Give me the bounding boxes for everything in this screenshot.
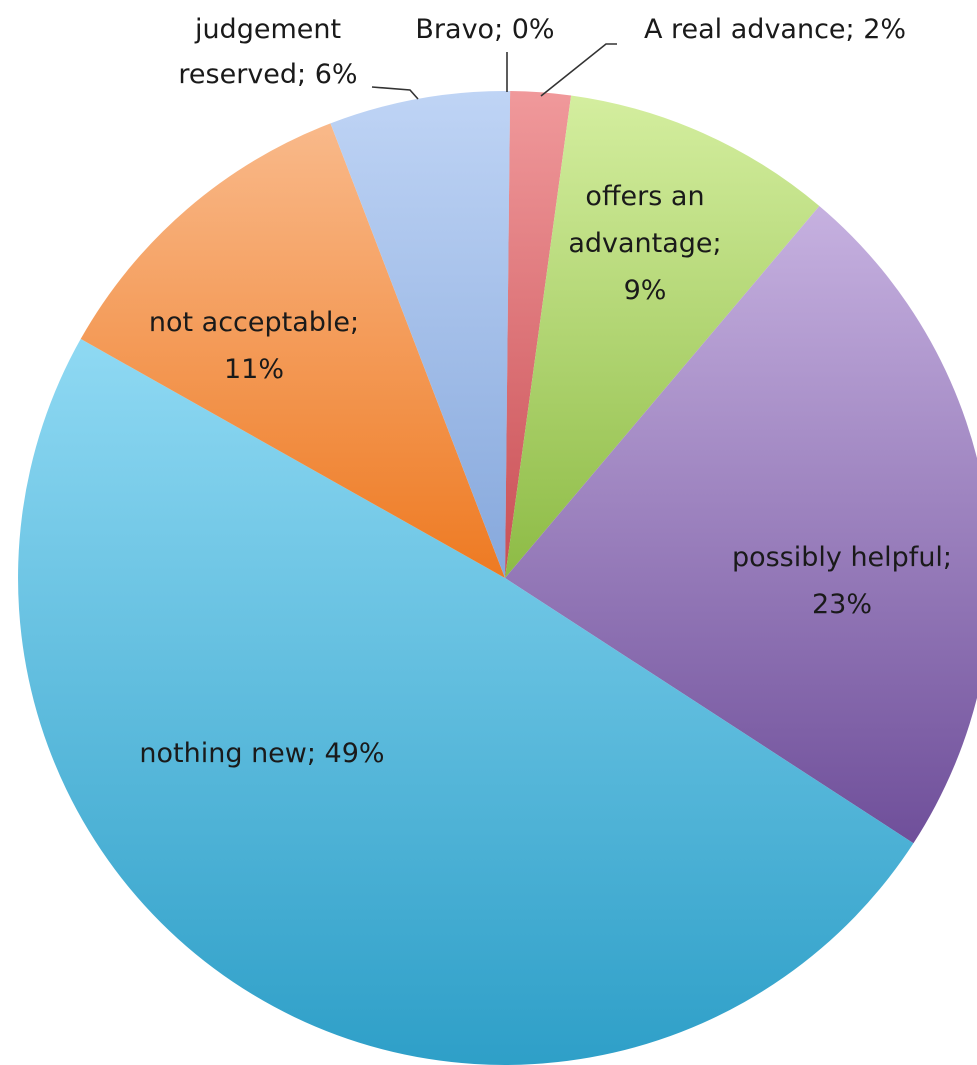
- slice-label-possibly-helpful: possibly helpful; 23%: [732, 542, 952, 620]
- pie-slice-nothing-new: [18, 338, 914, 1065]
- slice-label-nothing-new: nothing new; 49%: [139, 738, 384, 769]
- slice-label-not-acceptable: not acceptable; 11%: [149, 307, 359, 385]
- slice-label-bravo: Bravo; 0%: [415, 14, 554, 45]
- slice-label-offers-an-advantage: offers an advantage; 9%: [568, 181, 721, 306]
- pie-slice-not-acceptable: [80, 123, 505, 578]
- slice-label-judgement-reserved: judgement reserved; 6%: [178, 14, 357, 90]
- pie-slice-judgement-reserved: [330, 91, 511, 578]
- pie-slice-offers-an-advantage: [505, 95, 820, 578]
- slice-label-a-real-advance: A real advance; 2%: [644, 14, 906, 45]
- leader-line-judgement-reserved: [371, 86, 419, 100]
- leader-line-a-real-advance: [540, 43, 617, 97]
- pie-slice-a-real-advance: [505, 91, 572, 578]
- pie-slice-possibly-helpful: [505, 206, 977, 844]
